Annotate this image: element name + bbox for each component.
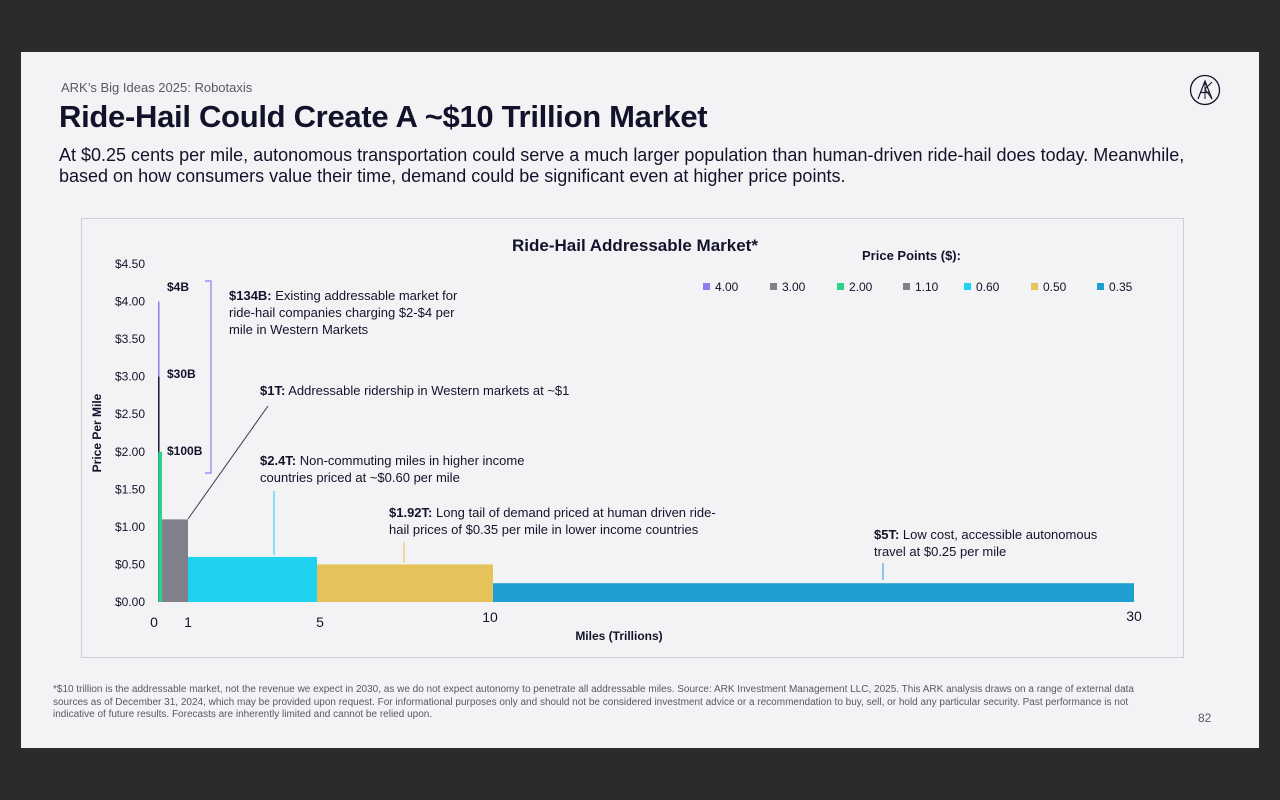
annotation-body: Existing addressable market for	[272, 288, 458, 303]
bar-0-50	[317, 564, 493, 602]
y-tick-label: $0.00	[115, 595, 145, 609]
x-tick-label: 10	[482, 609, 498, 625]
annotation-bold: $5T:	[874, 527, 899, 542]
legend-label: 4.00	[715, 280, 739, 294]
bracket-line	[205, 280, 212, 474]
annotation-text: $1T: Addressable ridership in Western ma…	[260, 383, 569, 398]
bracket-label: $100B	[167, 444, 203, 458]
bracket-label: $4B	[167, 280, 189, 294]
annotation-text: $134B: Existing addressable market for	[229, 288, 458, 303]
y-axis-label: Price Per Mile	[90, 393, 104, 472]
legend-swatch	[770, 283, 777, 290]
x-tick-label: 30	[1126, 608, 1142, 624]
legend-label: 3.00	[782, 280, 806, 294]
legend-swatch	[1097, 283, 1104, 290]
slide-subtitle: At $0.25 cents per mile, autonomous tran…	[59, 145, 1185, 186]
legend-title: Price Points ($):	[862, 248, 961, 263]
bar-0-35	[493, 583, 1134, 602]
y-tick-label: $4.00	[115, 295, 145, 309]
page-number: 82	[1198, 711, 1212, 725]
y-tick-label: $0.50	[115, 557, 145, 571]
legend-label: 0.60	[976, 280, 1000, 294]
legend-label: 1.10	[915, 280, 939, 294]
x-axis-label: Miles (Trillions)	[575, 629, 662, 643]
ark-logo-icon	[1189, 74, 1221, 106]
annotation-body: Low cost, accessible autonomous	[899, 527, 1097, 542]
slide: ARK’s Big Ideas 2025: Robotaxis Ride-Hai…	[21, 52, 1259, 748]
annotation-body: ride-hail companies charging $2-$4 per	[229, 305, 455, 320]
annotation-body: Non-commuting miles in higher income	[296, 453, 524, 468]
x-tick-label: 1	[184, 614, 192, 630]
annotation-text: mile in Western Markets	[229, 322, 369, 337]
annotation-body: Addressable ridership in Western markets…	[285, 383, 569, 398]
y-tick-label: $1.50	[115, 482, 145, 496]
annotation-body: hail prices of $0.35 per mile in lower i…	[389, 522, 699, 537]
bar-0-60	[188, 556, 317, 602]
annotation-text: $1.92T: Long tail of demand priced at hu…	[389, 505, 716, 520]
legend-label: 2.00	[849, 280, 873, 294]
y-tick-label: $2.00	[115, 445, 145, 459]
annotation-body: Long tail of demand priced at human driv…	[432, 505, 715, 520]
annotation-body: travel at $0.25 per mile	[874, 544, 1006, 559]
bar-1-10	[162, 519, 188, 602]
annotation-text: $2.4T: Non-commuting miles in higher inc…	[260, 453, 524, 468]
legend-label: 0.50	[1043, 280, 1067, 294]
bracket-label: $30B	[167, 367, 196, 381]
y-tick-label: $4.50	[115, 257, 145, 271]
y-tick-label: $2.50	[115, 407, 145, 421]
annotation-text: $5T: Low cost, accessible autonomous	[874, 527, 1098, 542]
legend-label: 0.35	[1109, 280, 1133, 294]
annotation-text: hail prices of $0.35 per mile in lower i…	[389, 522, 699, 537]
legend-swatch	[837, 283, 844, 290]
annotation-bold: $1.92T:	[389, 505, 432, 520]
y-tick-label: $3.00	[115, 370, 145, 384]
annotation-bold: $134B:	[229, 288, 272, 303]
x-tick-label: 0	[150, 614, 158, 630]
y-tick-label: $1.00	[115, 520, 145, 534]
ride-hail-chart: Ride-Hail Addressable Market* $0.00 $0.50 $…	[90, 236, 1142, 643]
slide-kicker: ARK’s Big Ideas 2025: Robotaxis	[61, 80, 253, 95]
y-tick-label: $3.50	[115, 332, 145, 346]
legend-swatch	[903, 283, 910, 290]
annotation-text: ride-hail companies charging $2-$4 per	[229, 305, 455, 320]
annotation-body: mile in Western Markets	[229, 322, 369, 337]
legend-swatch	[1031, 283, 1038, 290]
chart-frame: Ride-Hail Addressable Market* $0.00 $0.50 $…	[81, 218, 1184, 658]
slide-title: Ride-Hail Could Create A ~$10 Trillion M…	[59, 99, 708, 134]
x-tick-label: 5	[316, 614, 324, 630]
footnote: *$10 trillion is the addressable market,…	[53, 684, 1134, 720]
legend-swatch	[964, 283, 971, 290]
legend-swatch	[703, 283, 710, 290]
annotation-text: travel at $0.25 per mile	[874, 544, 1006, 559]
leader-line-1t	[187, 405, 269, 520]
annotation-bold: $1T:	[260, 383, 285, 398]
annotation-bold: $2.4T:	[260, 453, 296, 468]
annotation-body: countries priced at ~$0.60 per mile	[260, 470, 460, 485]
chart-title: Ride-Hail Addressable Market*	[512, 236, 758, 255]
bar-2-00	[158, 451, 163, 602]
annotation-text: countries priced at ~$0.60 per mile	[260, 470, 460, 485]
